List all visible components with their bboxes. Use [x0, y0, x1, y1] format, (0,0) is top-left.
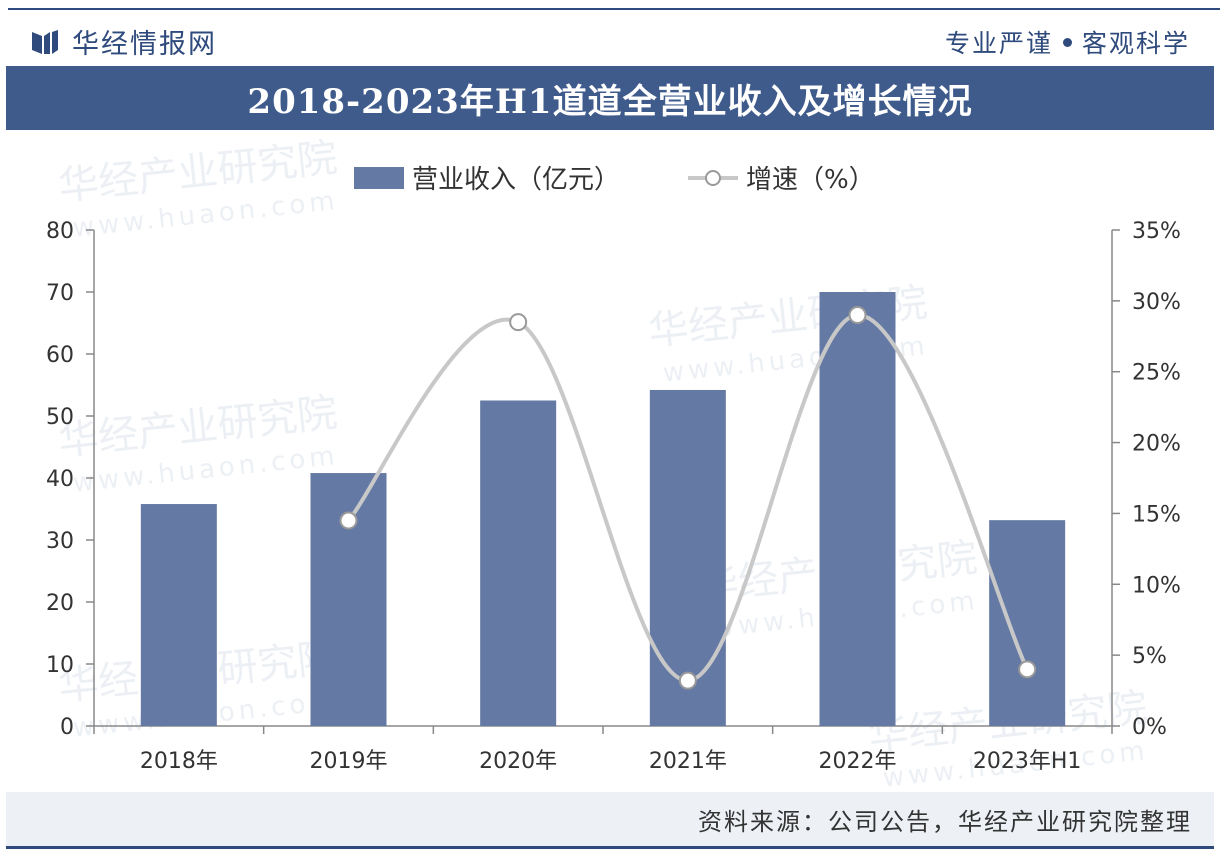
- right-axis: 0% 5% 10% 15% 20% 25% 30% 35%: [1111, 219, 1181, 740]
- legend-line-marker: [705, 170, 721, 186]
- legend-line-label: 增速（%）: [746, 165, 875, 195]
- left-tick-label: 40: [46, 467, 74, 492]
- legend-bar-label: 营业收入（亿元）: [412, 165, 620, 195]
- right-tick-label: 30%: [1132, 290, 1181, 315]
- line-series: [339, 306, 1037, 690]
- top-rule: [8, 8, 1220, 10]
- watermark-layer: 华经产业研究院www.huaon.com华经产业研究院www.huaon.com…: [56, 135, 1150, 794]
- left-tick-label: 50: [46, 405, 74, 430]
- x-tick-label: 2018年: [140, 749, 218, 774]
- left-tick-label: 80: [46, 219, 74, 244]
- legend-bar-swatch: [354, 167, 404, 189]
- left-tick-label: 20: [46, 591, 74, 616]
- x-tick-label: 2019年: [310, 749, 388, 774]
- left-tick-label: 10: [46, 653, 74, 678]
- growth-point: [678, 671, 697, 690]
- right-tick-label: 10%: [1132, 573, 1181, 598]
- left-axis: 0 10 20 30 40 50 60 70 80: [46, 219, 95, 740]
- x-axis: 2018年 2019年 2020年 2021年 2022年 2023年H1: [93, 725, 1113, 774]
- x-tick-label: 2023年H1: [973, 749, 1082, 774]
- slogan-right: 客观科学: [1081, 29, 1190, 58]
- chart-title: 2018-2023年H1道道全营业收入及增长情况: [247, 81, 973, 122]
- chart-title-bar: 2018-2023年H1道道全营业收入及增长情况: [6, 66, 1214, 130]
- brand-logo-icon: [32, 29, 58, 54]
- bar: [819, 292, 896, 726]
- right-tick-label: 35%: [1132, 219, 1181, 244]
- growth-point: [848, 306, 867, 325]
- bottom-rule: [6, 846, 1214, 849]
- bar: [649, 389, 726, 726]
- right-tick-label: 15%: [1132, 502, 1181, 527]
- legend: 营业收入（亿元） 增速（%）: [354, 165, 875, 195]
- x-tick-label: 2022年: [819, 749, 897, 774]
- bar: [310, 473, 387, 726]
- right-tick-label: 0%: [1132, 715, 1167, 740]
- x-tick-label: 2020年: [479, 749, 557, 774]
- brand-name: 华经情报网: [72, 29, 217, 60]
- growth-point: [339, 511, 358, 530]
- header-bar: 华经情报网 专业严谨 客观科学: [0, 12, 1228, 66]
- slogan-dot-icon: [1062, 37, 1072, 47]
- slogan: 专业严谨 客观科学: [945, 24, 1190, 60]
- left-tick-label: 70: [46, 281, 74, 306]
- slogan-left: 专业严谨: [944, 29, 1053, 58]
- left-tick-label: 60: [46, 343, 74, 368]
- bar: [480, 400, 557, 726]
- right-tick-label: 25%: [1132, 361, 1181, 386]
- growth-point: [509, 313, 528, 332]
- right-tick-label: 20%: [1132, 432, 1181, 457]
- left-tick-label: 30: [46, 529, 74, 554]
- source-note: 资料来源：公司公告，华经产业研究院整理: [698, 808, 1192, 836]
- bar: [140, 504, 217, 726]
- growth-point: [1018, 660, 1037, 679]
- right-tick-label: 5%: [1132, 644, 1167, 669]
- left-tick-label: 0: [60, 715, 74, 740]
- footer-bar: 资料来源：公司公告，华经产业研究院整理: [6, 792, 1214, 846]
- brand[interactable]: 华经情报网: [30, 22, 217, 61]
- bar: [989, 520, 1066, 726]
- x-tick-label: 2021年: [649, 749, 727, 774]
